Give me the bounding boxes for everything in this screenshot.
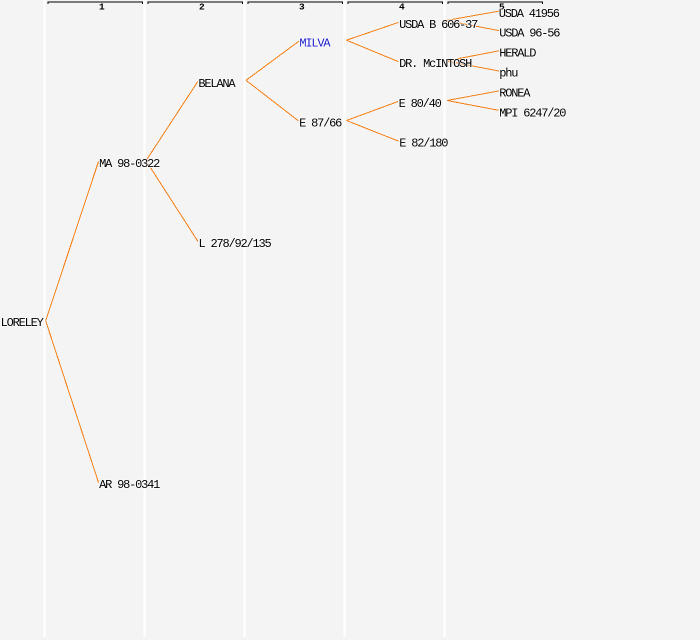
svg-text:phu: phu — [499, 67, 518, 81]
svg-text:USDA B 606-37: USDA B 606-37 — [399, 18, 478, 32]
svg-text:DR. McINTOSH: DR. McINTOSH — [399, 57, 472, 71]
svg-text:E 82/180: E 82/180 — [399, 137, 448, 151]
svg-text:AR 98-0341: AR 98-0341 — [99, 478, 160, 492]
svg-text:MA 98-0322: MA 98-0322 — [99, 157, 160, 171]
svg-text:RONEA: RONEA — [499, 87, 531, 101]
svg-text:4: 4 — [399, 2, 405, 13]
svg-text:E 87/66: E 87/66 — [299, 116, 342, 130]
svg-text:USDA 96-56: USDA 96-56 — [499, 26, 560, 40]
svg-text:E 80/40: E 80/40 — [399, 97, 442, 111]
svg-text:L 278/92/135: L 278/92/135 — [199, 237, 272, 251]
svg-text:MILVA: MILVA — [299, 37, 331, 51]
svg-text:2: 2 — [199, 2, 205, 13]
svg-text:5: 5 — [499, 2, 505, 13]
svg-text:LORELEY: LORELEY — [1, 316, 44, 330]
svg-text:HERALD: HERALD — [499, 46, 536, 60]
svg-text:BELANA: BELANA — [198, 77, 236, 91]
svg-text:1: 1 — [99, 2, 105, 13]
svg-text:USDA 41956: USDA 41956 — [499, 7, 560, 21]
svg-text:3: 3 — [299, 2, 305, 13]
svg-text:MPI 6247/20: MPI 6247/20 — [499, 107, 566, 121]
